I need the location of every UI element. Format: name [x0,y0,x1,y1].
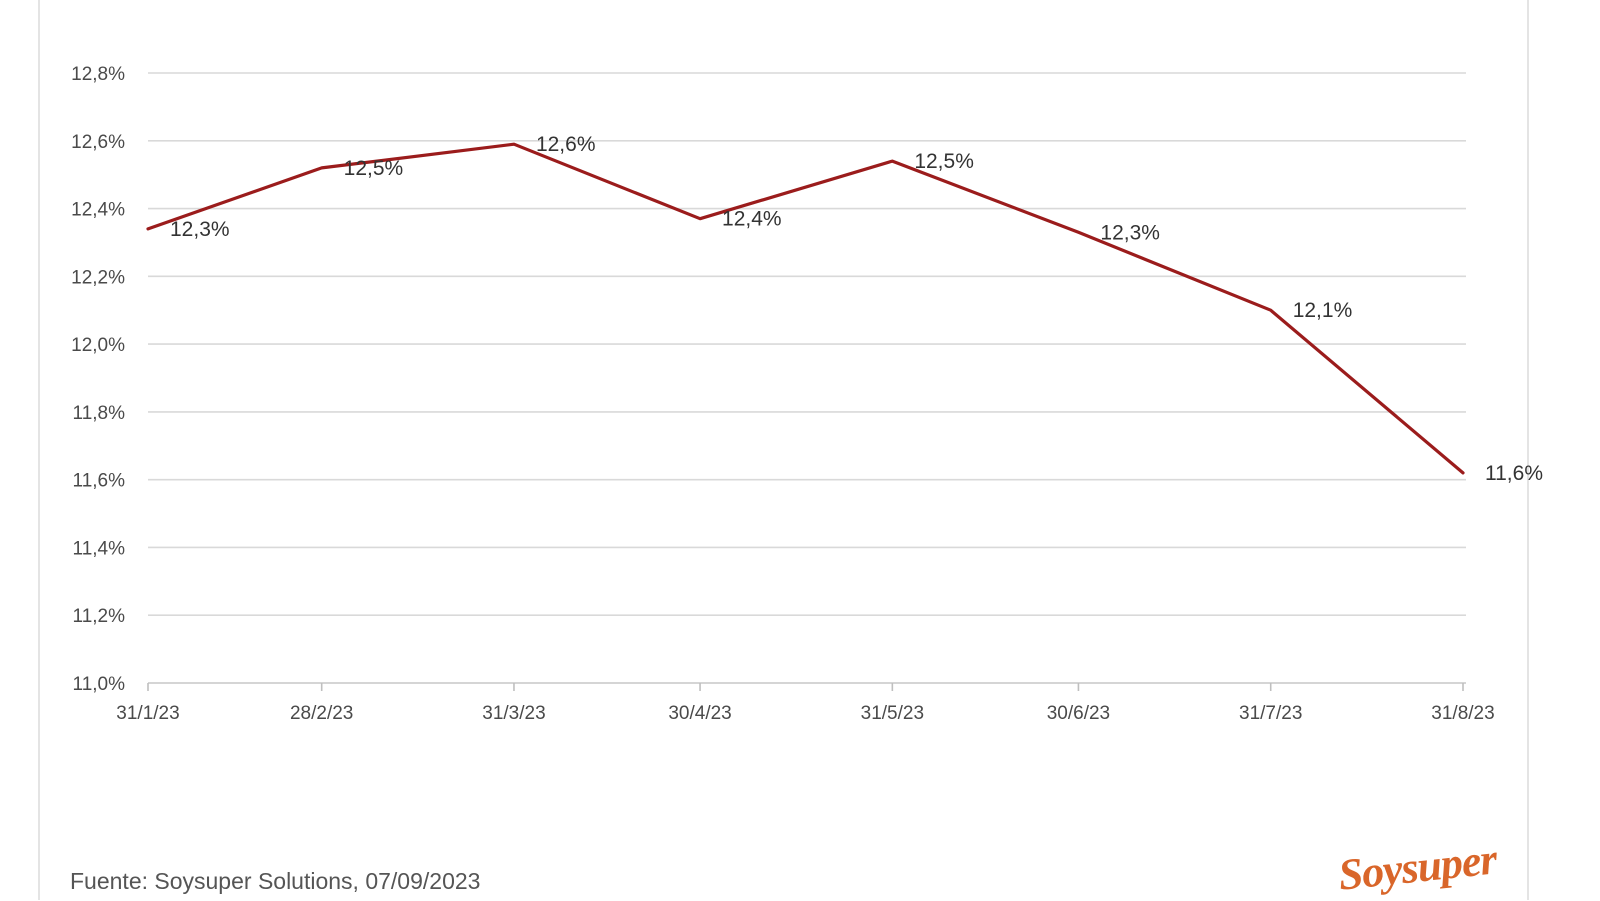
x-tick-label: 31/1/23 [116,703,179,724]
series-line [146,142,1465,475]
data-label: 12,4% [722,208,782,231]
y-tick-label: 12,2% [71,267,125,288]
data-label: 12,1% [1293,299,1353,322]
data-label: 11,6% [1485,462,1543,485]
y-tick-label: 11,8% [73,403,126,424]
x-tick-label: 31/3/23 [482,703,545,724]
data-label: 12,3% [170,218,230,241]
x-tick-label: 31/7/23 [1239,703,1302,724]
series-line-layer [146,142,1465,475]
data-label: 12,6% [536,133,596,156]
data-label: 12,5% [914,150,974,173]
y-tick-label: 12,8% [71,64,125,85]
y-tick-label: 11,6% [73,471,126,492]
y-tick-label: 12,0% [71,335,125,356]
x-tick-label: 31/8/23 [1431,703,1494,724]
x-axis: 31/1/23 28/2/23 31/3/23 30/4/23 31/5/23 30/6/… [116,682,1495,724]
x-tick-label: 30/4/23 [668,703,731,724]
grid-lines [148,72,1466,617]
left-border [38,0,40,900]
y-axis-ticks: 11,0% 11,2% 11,4% 11,6% 11,8% 12,0% 12,2% 12,4%… [71,64,125,695]
y-tick-label: 12,4% [71,200,125,221]
x-tick-label: 30/6/23 [1047,703,1110,724]
y-tick-label: 12,6% [71,132,125,153]
data-label: 12,5% [344,157,404,180]
y-tick-label: 11,0% [73,674,126,695]
y-tick-label: 11,2% [73,606,126,627]
x-tick-label: 31/5/23 [861,703,924,724]
x-tick-label: 28/2/23 [290,703,353,724]
data-labels: 12,3% 12,5% 12,6% 12,4% 12,5% 12,3% 12,1% 11,6% [170,133,1543,485]
right-border [1527,0,1529,900]
y-tick-label: 11,4% [73,538,126,559]
data-label: 12,3% [1100,221,1160,244]
source-caption: Fuente: Soysuper Solutions, 07/09/2023 [70,868,481,894]
